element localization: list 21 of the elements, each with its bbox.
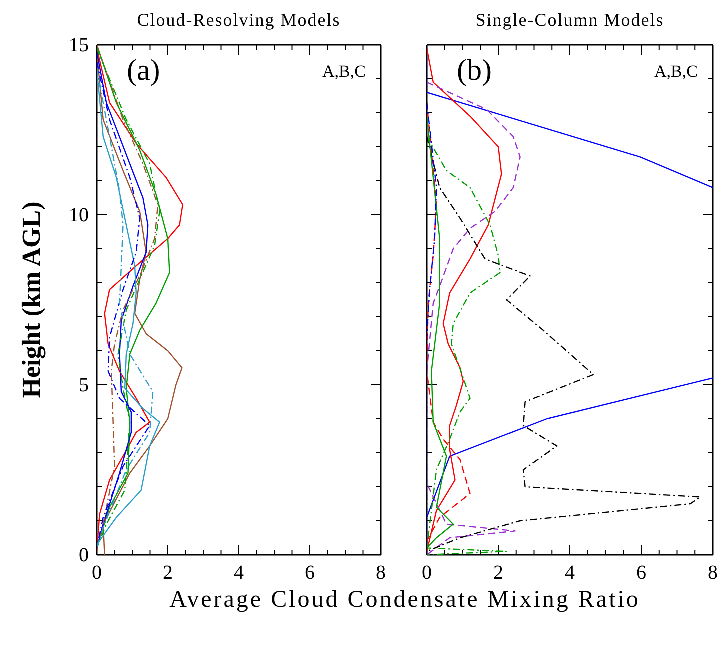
annotation: (b) xyxy=(457,54,492,87)
x-tick-label: 2 xyxy=(494,562,504,584)
x-tick-label: 4 xyxy=(234,562,244,584)
x-tick-label: 8 xyxy=(376,562,386,584)
x-tick-label: 8 xyxy=(708,562,718,584)
y-axis-title: Height (km AGL) xyxy=(17,202,46,398)
x-tick-label: 0 xyxy=(422,562,432,584)
x-tick-label: 2 xyxy=(163,562,173,584)
chart-title: Single-Column Models xyxy=(476,10,664,30)
annotation: A,B,C xyxy=(654,62,698,81)
y-tick-label: 0 xyxy=(79,544,89,566)
chart-title: Cloud-Resolving Models xyxy=(137,10,341,30)
y-tick-label: 15 xyxy=(69,34,89,56)
y-tick-label: 5 xyxy=(79,374,89,396)
x-axis-title: Average Cloud Condensate Mixing Ratio xyxy=(170,587,640,613)
annotation: (a) xyxy=(127,54,160,87)
x-tick-label: 6 xyxy=(305,562,315,584)
y-tick-label: 10 xyxy=(69,204,89,226)
x-tick-label: 6 xyxy=(636,562,646,584)
x-tick-label: 4 xyxy=(565,562,575,584)
annotation: A,B,C xyxy=(322,62,366,81)
